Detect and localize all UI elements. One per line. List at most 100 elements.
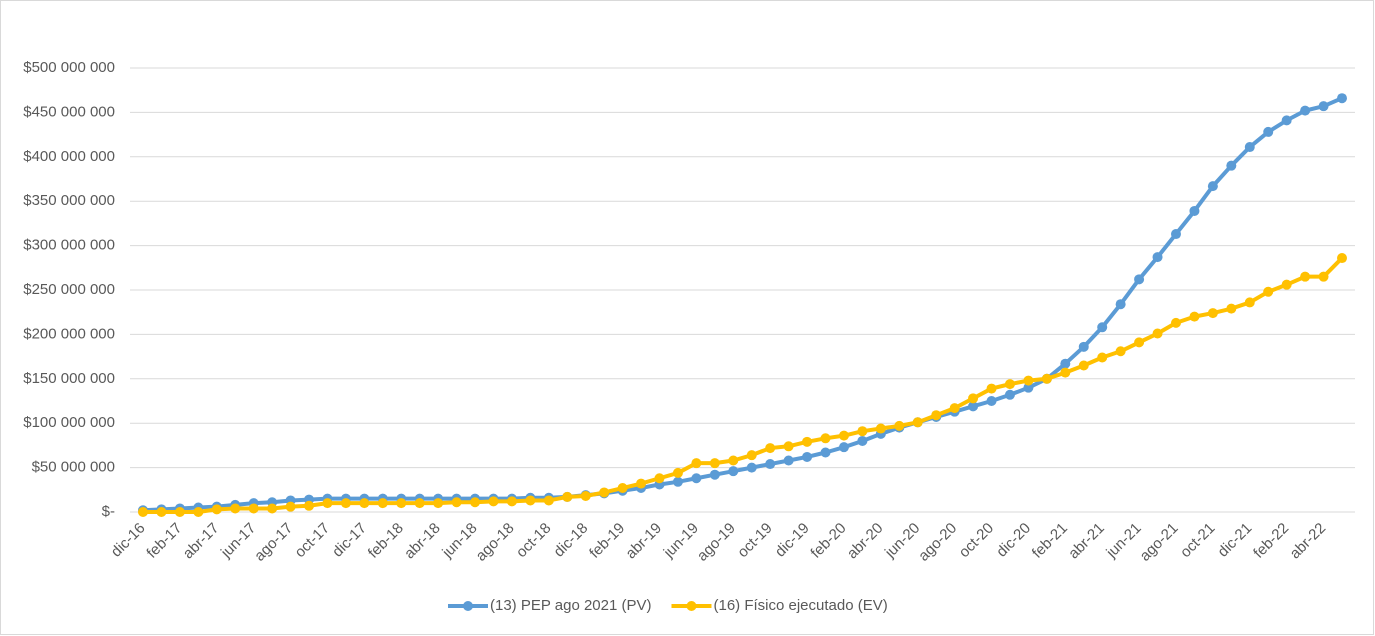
data-point: [580, 491, 591, 502]
data-point: [728, 466, 739, 477]
data-point: [968, 401, 979, 412]
data-point: [1078, 341, 1089, 352]
data-point: [746, 462, 757, 473]
data-point: [968, 393, 979, 404]
data-point: [1060, 358, 1071, 369]
data-point: [193, 507, 204, 517]
data-point: [156, 507, 167, 517]
data-point: [304, 500, 315, 511]
y-tick-label: $300 000 000: [23, 237, 115, 254]
data-point: [359, 498, 370, 509]
y-tick-label: $400 000 000: [23, 148, 115, 165]
data-point: [1189, 311, 1200, 322]
data-point: [451, 497, 462, 508]
data-point: [636, 478, 647, 489]
data-point: [986, 396, 997, 406]
data-point: [1134, 337, 1145, 348]
data-point: [433, 498, 444, 509]
data-point: [820, 447, 831, 458]
legend-label: (13) PEP ago 2021 (PV): [490, 597, 651, 614]
data-point: [1337, 93, 1347, 104]
data-point: [1318, 101, 1329, 112]
y-tick-label: $150 000 000: [23, 370, 115, 387]
data-point: [802, 436, 813, 447]
data-point: [470, 497, 481, 508]
data-point: [267, 503, 278, 514]
data-point: [1078, 360, 1089, 371]
data-point: [1189, 205, 1200, 216]
y-tick-label: $250 000 000: [23, 281, 115, 298]
legend-marker: [686, 601, 697, 611]
data-point: [1023, 382, 1034, 393]
data-point: [783, 441, 794, 452]
data-point: [1097, 352, 1108, 363]
data-point: [709, 469, 720, 480]
data-point: [672, 476, 683, 487]
y-tick-label: $100 000 000: [23, 414, 115, 431]
data-point: [875, 423, 886, 434]
data-point: [1300, 105, 1311, 116]
data-point: [525, 495, 536, 506]
y-tick-label: $350 000 000: [23, 192, 115, 209]
data-point: [838, 430, 849, 441]
data-point: [414, 498, 425, 509]
data-point: [340, 498, 351, 509]
data-point: [506, 496, 517, 507]
data-point: [838, 442, 849, 453]
data-point: [1134, 274, 1145, 285]
data-point: [1207, 308, 1218, 319]
data-point: [765, 459, 776, 470]
data-point: [765, 443, 776, 454]
data-point: [1060, 367, 1071, 378]
data-point: [1004, 379, 1015, 390]
data-point: [857, 426, 868, 437]
y-tick-label: $200 000 000: [23, 325, 115, 342]
data-point: [230, 503, 241, 514]
data-point: [691, 458, 702, 469]
data-point: [1115, 299, 1126, 310]
data-point: [1115, 346, 1126, 357]
data-point: [1041, 373, 1052, 384]
data-point: [1226, 303, 1237, 314]
data-point: [1023, 375, 1034, 386]
y-tick-label: $50 000 000: [32, 459, 115, 476]
data-point: [377, 498, 388, 509]
data-point: [1263, 286, 1274, 297]
data-point: [783, 455, 794, 466]
data-point: [562, 491, 573, 502]
data-point: [894, 420, 905, 431]
data-point: [488, 496, 499, 507]
data-point: [1281, 115, 1292, 126]
data-point: [802, 451, 813, 462]
legend-label: (16) Físico ejecutado (EV): [713, 597, 887, 614]
data-point: [599, 487, 610, 498]
data-point: [1170, 317, 1181, 328]
data-point: [248, 503, 259, 514]
data-point: [1300, 271, 1311, 282]
data-point: [1170, 229, 1181, 240]
data-point: [1318, 271, 1329, 282]
data-point: [1244, 142, 1255, 153]
y-tick-label: $450 000 000: [23, 103, 115, 120]
data-point: [138, 507, 148, 517]
data-point: [1207, 181, 1218, 192]
legend-marker: [463, 601, 473, 611]
data-point: [174, 507, 185, 517]
data-point: [746, 450, 757, 461]
data-point: [1263, 126, 1274, 137]
data-point: [1152, 252, 1163, 263]
data-point: [211, 504, 222, 515]
data-point: [1097, 322, 1108, 333]
data-point: [1152, 328, 1163, 339]
data-point: [1281, 279, 1292, 290]
data-point: [691, 473, 702, 484]
data-point: [1337, 253, 1347, 264]
data-point: [285, 501, 296, 512]
data-point: [1226, 160, 1237, 171]
data-point: [543, 495, 554, 506]
data-point: [820, 433, 831, 444]
data-point: [931, 410, 942, 421]
data-point: [912, 417, 923, 428]
